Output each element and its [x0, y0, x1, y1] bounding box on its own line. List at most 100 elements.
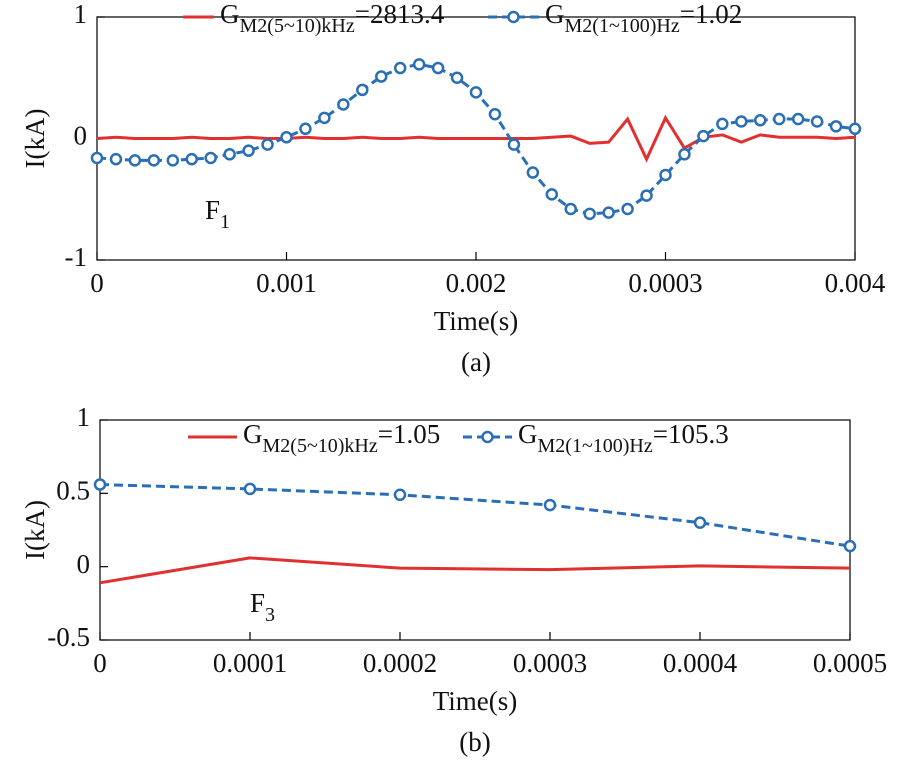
legend-entry: GM2(5~10)kHz=2813.4 — [220, 0, 445, 37]
series-marker — [621, 202, 634, 216]
series-marker — [640, 189, 653, 202]
series-line — [96, 114, 856, 163]
legend-subscript: M2(1~100)Hz — [565, 15, 680, 37]
plot-frame — [99, 419, 851, 641]
series-marker — [693, 516, 707, 529]
legend-subscript: M2(1~100)Hz — [538, 435, 653, 457]
legend-suffix: =105.3 — [653, 419, 729, 449]
y-tick-label: 1 — [77, 402, 91, 432]
x-tick-label: 0.0003 — [628, 268, 702, 298]
series-marker — [299, 122, 312, 136]
legend-name: G — [243, 419, 263, 449]
series-marker — [716, 117, 729, 131]
x-tick-label: 0.0001 — [213, 648, 287, 678]
y-axis-label: I(kA) — [20, 500, 50, 560]
series-marker — [93, 478, 107, 491]
series-marker — [280, 131, 293, 144]
series-marker — [507, 138, 521, 151]
series-marker — [754, 114, 767, 127]
series-marker — [375, 70, 388, 83]
series-marker — [412, 58, 426, 71]
series-marker — [204, 151, 217, 165]
legend-suffix: =1.02 — [680, 0, 742, 29]
x-tick-label: 0.0003 — [513, 648, 587, 678]
series-marker — [848, 122, 862, 136]
x-tick-label: 0.0002 — [363, 648, 437, 678]
series-marker — [242, 144, 255, 157]
x-tick-label: 0.001 — [256, 268, 317, 298]
series-marker — [810, 115, 824, 128]
caption: (a) — [461, 347, 491, 377]
series-marker — [166, 154, 180, 167]
legend-marker — [507, 10, 520, 24]
annotation: F3 — [250, 588, 275, 625]
annotation-text: F — [250, 588, 265, 618]
annotation-subscript: 3 — [265, 604, 275, 626]
series-marker — [602, 206, 615, 219]
series-marker — [109, 152, 123, 166]
legend-name: G — [545, 0, 565, 29]
x-tick-label: 0 — [90, 268, 104, 298]
y-axis-label: I(kA) — [20, 109, 50, 169]
y-tick-label: 0 — [77, 549, 91, 579]
series-marker — [337, 98, 350, 111]
series-marker — [526, 166, 540, 179]
legend-suffix: =2813.4 — [355, 0, 445, 29]
x-axis-label: Time(s) — [434, 306, 519, 336]
series-marker — [583, 207, 596, 221]
y-tick-label: 0.5 — [56, 476, 90, 506]
legend-marker — [481, 430, 494, 444]
series-line — [99, 483, 851, 548]
annotation-text: F — [205, 195, 220, 225]
x-axis-label: Time(s) — [433, 686, 518, 716]
series-marker — [147, 154, 161, 167]
series-marker — [393, 61, 407, 75]
series-marker — [431, 61, 445, 75]
series-marker — [678, 148, 691, 161]
series-marker — [545, 188, 559, 201]
series-marker — [735, 115, 748, 128]
series-marker — [185, 152, 198, 166]
series-marker — [564, 202, 577, 216]
series-marker — [772, 112, 786, 126]
series-marker — [659, 168, 672, 182]
annotation-subscript: 1 — [220, 211, 230, 233]
series-marker — [829, 120, 843, 133]
series-marker — [318, 111, 331, 125]
legend-subscript: M2(5~10)kHz — [263, 435, 378, 457]
series-marker — [488, 107, 502, 121]
caption: (b) — [459, 727, 490, 757]
legend-entry: GM2(5~10)kHz=1.05 — [243, 419, 440, 456]
series-marker — [469, 86, 483, 99]
x-tick-label: 0.004 — [825, 268, 886, 298]
series-marker — [393, 488, 407, 502]
y-tick-label: 0 — [74, 121, 88, 151]
series-marker — [90, 151, 104, 165]
legend-entry: GM2(1~100)Hz=105.3 — [518, 419, 729, 456]
series-marker — [356, 83, 369, 97]
series-marker — [843, 539, 857, 553]
series-marker — [243, 482, 257, 496]
series-marker — [697, 129, 710, 143]
series-marker — [791, 112, 805, 126]
series-marker — [223, 148, 236, 161]
legend-name: G — [220, 0, 240, 29]
y-tick-label: 1 — [74, 0, 88, 29]
series-marker — [543, 498, 557, 512]
y-tick-label: -1 — [65, 242, 88, 272]
legend-name: G — [518, 419, 538, 449]
series-marker — [128, 154, 142, 167]
annotation: F1 — [205, 195, 230, 232]
x-tick-label: 0.002 — [446, 268, 507, 298]
series-marker — [261, 138, 274, 151]
series-marker — [450, 71, 464, 84]
y-tick-label: -0.5 — [47, 622, 90, 652]
legend-entry: GM2(1~100)Hz=1.02 — [545, 0, 742, 37]
legend-suffix: =1.05 — [378, 419, 440, 449]
x-tick-label: 0.0005 — [813, 648, 887, 678]
legend-subscript: M2(5~10)kHz — [240, 15, 355, 37]
x-tick-label: 0.0004 — [663, 648, 738, 678]
series-line — [99, 556, 851, 585]
x-tick-label: 0 — [93, 648, 107, 678]
